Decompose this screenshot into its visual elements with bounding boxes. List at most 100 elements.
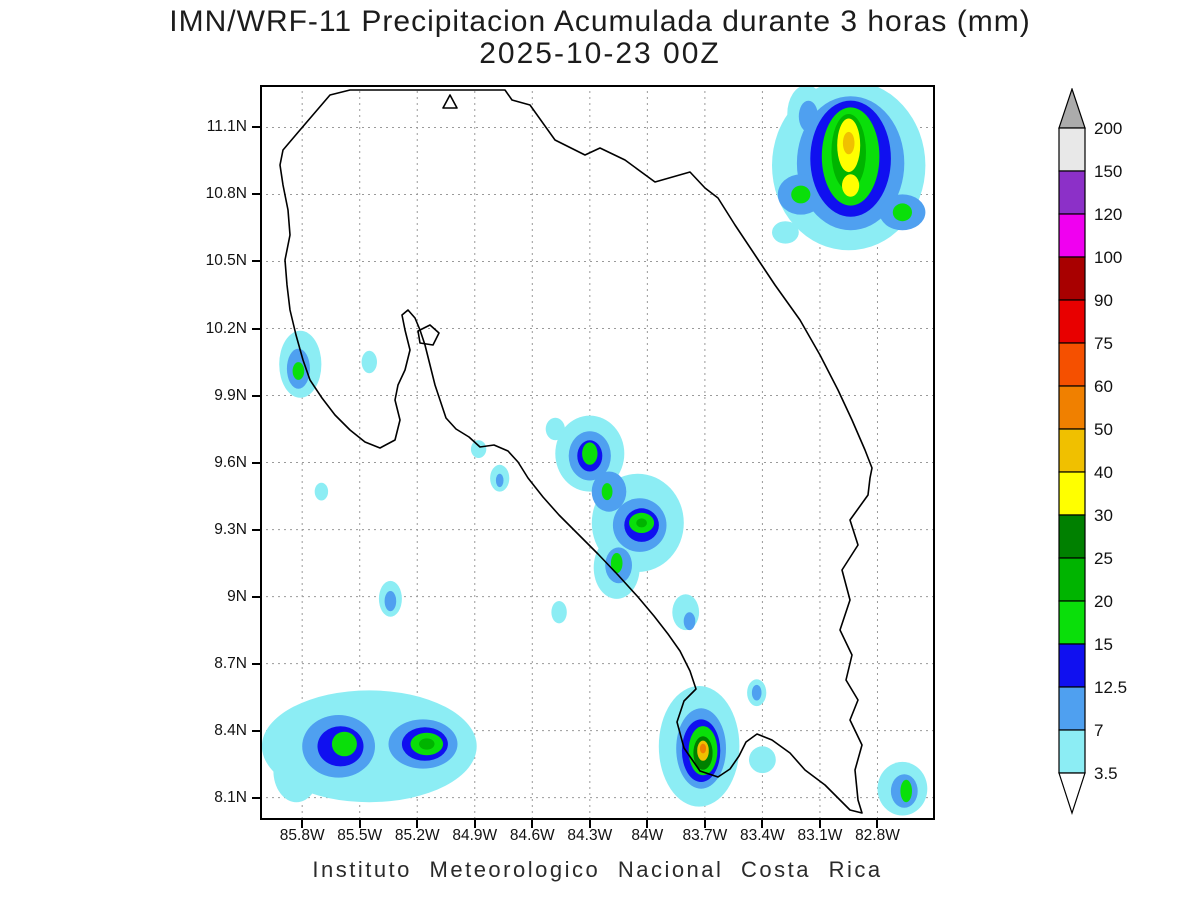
y-axis-tick <box>252 193 260 196</box>
y-axis-tick <box>252 126 260 129</box>
footer-credit: Instituto Meteorologico Nacional Costa R… <box>312 857 883 882</box>
y-axis-label: 10.2N <box>205 319 247 337</box>
x-axis-label: 83.7W <box>682 827 728 844</box>
x-axis-label: 85.2W <box>394 827 440 844</box>
precip-cell-3.5mm <box>749 746 776 774</box>
chart-subtitle: 2025-10-23 00Z <box>479 37 721 70</box>
precip-cell-7mm <box>683 612 696 631</box>
precip-cell-3.5mm <box>470 440 487 458</box>
x-axis-tick <box>761 820 764 828</box>
y-axis-label: 10.8N <box>205 185 247 203</box>
y-axis-tick <box>252 729 260 732</box>
colorbar-segment <box>1058 256 1086 301</box>
x-axis-tick <box>876 820 879 828</box>
colorbar-label: 150 <box>1094 162 1122 181</box>
y-axis-label: 9.6N <box>214 453 247 471</box>
colorbar-segment <box>1058 127 1086 172</box>
precip-cell-3.5mm <box>361 350 377 374</box>
colorbar-segment <box>1058 686 1086 731</box>
x-axis-tick <box>473 820 476 828</box>
precip-cell-20mm <box>419 738 435 750</box>
precip-cell-15mm <box>892 203 913 222</box>
colorbar-segment <box>1058 729 1086 774</box>
precip-cell-7mm <box>495 473 504 488</box>
y-axis-tick <box>252 662 260 665</box>
x-axis-label: 83.4W <box>740 827 785 844</box>
x-axis-label: 84.6W <box>509 827 555 844</box>
colorbar-label: 25 <box>1094 549 1113 568</box>
colorbar-segment <box>1058 342 1086 387</box>
precip-cell-20mm <box>636 518 647 528</box>
y-axis-label: 8.7N <box>214 654 247 672</box>
map-frame <box>260 85 935 820</box>
colorbar-label: 30 <box>1094 506 1113 525</box>
colorbar-label: 60 <box>1094 377 1113 396</box>
colorbar-bottom-arrow <box>1058 772 1086 815</box>
y-axis-tick <box>252 394 260 397</box>
colorbar-label: 200 <box>1094 119 1122 138</box>
x-axis-label: 82.8W <box>855 827 900 844</box>
precip-cell-3.5mm <box>772 221 799 244</box>
colorbar-label: 75 <box>1094 334 1113 353</box>
colorbar-segment <box>1058 600 1086 645</box>
x-axis-label: 85.5W <box>337 827 383 844</box>
x-axis-tick <box>301 820 304 828</box>
y-axis-label: 9.3N <box>214 520 247 538</box>
precip-cell-15mm <box>610 553 623 574</box>
chart-title: IMN/WRF-11 Precipitacion Acumulada duran… <box>169 5 1031 38</box>
y-axis-label: 8.4N <box>214 721 247 739</box>
y-axis-label: 9N <box>227 587 247 605</box>
x-axis-label: 84W <box>631 827 664 844</box>
y-axis-label: 11.1N <box>206 118 247 136</box>
x-axis-label: 85.8W <box>279 827 325 844</box>
colorbar-canvas: 200 150 120 100 90 75 60 50 40 30 25 20 15 12.5 7 3.5 <box>1058 87 1127 815</box>
precip-cell-3.5mm <box>314 482 329 501</box>
chira-island-outline <box>417 324 440 346</box>
colorbar-label: 40 <box>1094 463 1113 482</box>
precip-cell-7mm <box>798 100 819 132</box>
y-axis-label: 10.5N <box>205 252 247 270</box>
x-axis-tick <box>646 820 649 828</box>
precip-cell-50mm <box>699 743 707 754</box>
costa-rica-coastline <box>279 89 873 814</box>
colorbar-label: 7 <box>1094 721 1103 740</box>
x-axis-label: 84.3W <box>567 827 613 844</box>
colorbar-label: 90 <box>1094 291 1113 310</box>
x-axis-tick <box>588 820 591 828</box>
precip-cell-3.5mm <box>545 417 565 441</box>
colorbar-segment <box>1058 514 1086 559</box>
precip-cell-3.5mm <box>551 601 567 624</box>
precip-cell-15mm <box>582 442 598 465</box>
colorbar-segment <box>1058 428 1086 473</box>
colorbar-legend: 200 150 120 100 90 75 60 50 40 30 25 20 15 12.5 7 3.5 <box>1058 87 1178 818</box>
colorbar-label: 50 <box>1094 420 1113 439</box>
colorbar-label: 3.5 <box>1094 764 1118 783</box>
y-axis-tick <box>252 260 260 263</box>
colorbar-segment <box>1058 385 1086 430</box>
colorbar-label: 12.5 <box>1094 678 1127 697</box>
colorbar-segment <box>1058 170 1086 215</box>
x-axis-tick <box>703 820 706 828</box>
precip-cell-15mm <box>900 779 912 803</box>
y-axis-tick <box>252 595 260 598</box>
x-axis-tick <box>531 820 534 828</box>
map-canvas <box>260 85 935 820</box>
y-axis-tick <box>252 327 260 330</box>
colorbar-segment <box>1058 471 1086 516</box>
x-axis-tick <box>358 820 361 828</box>
colorbar-segment <box>1058 299 1086 344</box>
x-axis-tick <box>818 820 821 828</box>
precip-cell-40mm <box>842 131 855 155</box>
colorbar-label: 100 <box>1094 248 1122 267</box>
precip-cell-15mm <box>791 185 811 204</box>
y-axis-label: 9.9N <box>214 386 247 404</box>
colorbar-segment <box>1058 643 1086 688</box>
precip-cell-30mm <box>842 174 860 197</box>
colorbar-label: 15 <box>1094 635 1113 654</box>
colorbar-segment <box>1058 557 1086 602</box>
y-axis-tick <box>252 461 260 464</box>
x-axis-label: 83.1W <box>797 827 843 844</box>
precip-cell-15mm <box>331 731 357 757</box>
lake-island-triangle-marker <box>442 94 458 109</box>
x-axis-label: 84.9W <box>452 827 498 844</box>
